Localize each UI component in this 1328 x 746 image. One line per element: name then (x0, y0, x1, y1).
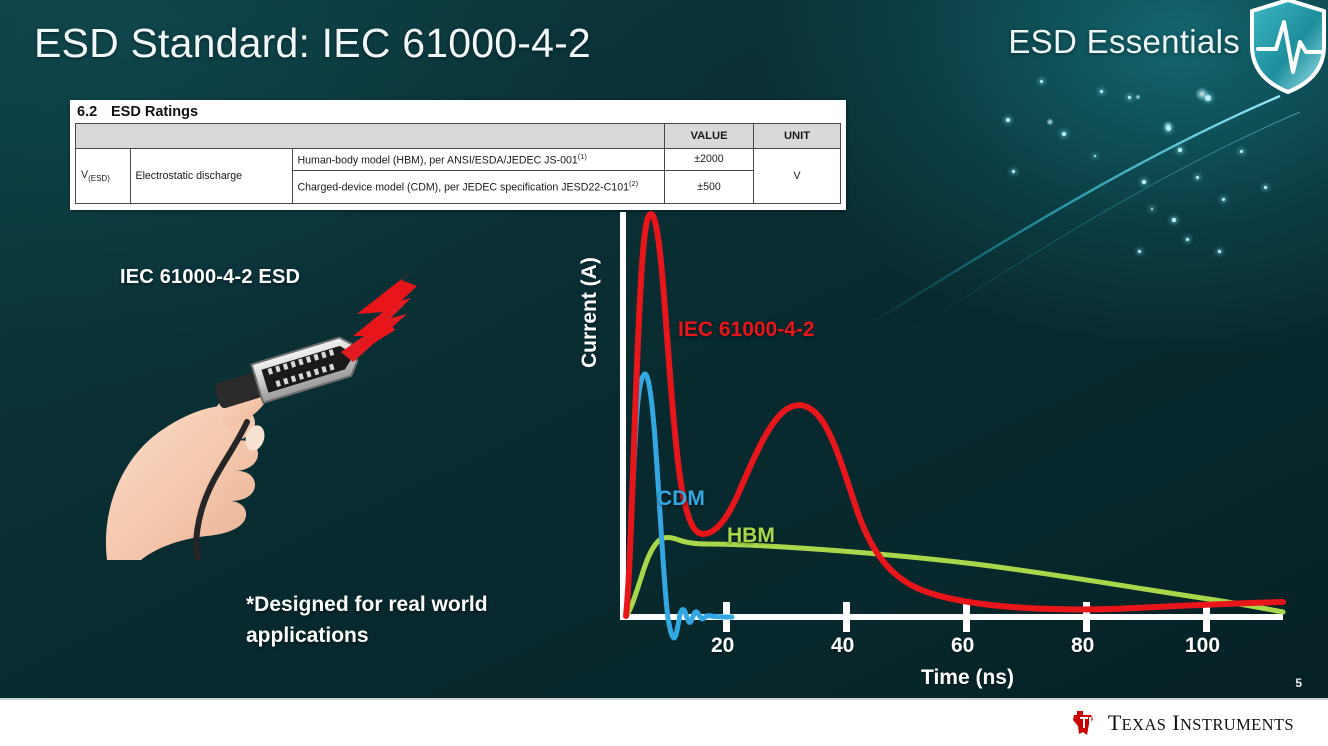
th-unit: UNIT (753, 123, 841, 149)
footnote-text: *Designed for real world applications (246, 593, 488, 647)
star-particle (1222, 198, 1226, 202)
hand-icon (105, 383, 269, 560)
star-particle (1040, 80, 1044, 84)
x-axis-label: Time (ns) (921, 666, 1014, 689)
x-tick-label: 40 (831, 634, 855, 657)
cell-condition-cdm: Charged-device model (CDM), per JEDEC sp… (291, 169, 665, 204)
shield-pulse-icon (1250, 0, 1326, 94)
series-iec (623, 211, 1286, 619)
y-axis-label: Current (A) (578, 257, 601, 368)
page-number: 5 (1295, 676, 1302, 690)
hand-connector-illustration (105, 270, 417, 560)
cell-condition-hbm: Human-body model (HBM), per ANSI/ESDA/JE… (291, 148, 665, 171)
th-blank-parameter (130, 123, 292, 149)
series-label-iec: IEC 61000-4-2 (678, 318, 815, 341)
x-tick-label: 20 (711, 634, 735, 657)
star-particle (1100, 90, 1103, 93)
illustration-label: IEC 61000-4-2 ESD (120, 266, 301, 288)
th-blank-symbol (75, 123, 130, 149)
star-particle (1094, 155, 1097, 158)
star-particle (1264, 186, 1267, 189)
x-axis (620, 614, 1283, 620)
series-label-cdm: CDM (657, 487, 705, 510)
table-header-row: VALUE UNIT (75, 123, 841, 149)
texas-instruments-logo: TEXAS INSTRUMENTS (1069, 708, 1294, 738)
ti-texas-logo-icon (1072, 711, 1093, 735)
section-number: 6.2 (77, 104, 98, 120)
star-particle (1006, 118, 1011, 123)
lightning-bolt-icon (348, 270, 417, 359)
esd-ratings-table: 6.2 ESD Ratings VALUE UNIT V(ESD) Electro… (70, 100, 846, 210)
table-caption: 6.2 ESD Ratings (71, 101, 845, 123)
series-cdm (623, 371, 735, 641)
x-tick-label: 60 (951, 634, 975, 657)
x-tick-label: 100 (1185, 634, 1221, 657)
table-row: V(ESD) Electrostatic discharge Human-bod… (75, 148, 841, 204)
cell-value-hbm: ±2000 (664, 148, 754, 171)
page-title: ESD Standard: IEC 61000-4-2 (34, 20, 591, 66)
th-blank-condition (292, 123, 665, 149)
th-value: VALUE (664, 123, 754, 149)
company-name: TEXAS INSTRUMENTS (1107, 710, 1294, 735)
star-particle (1128, 96, 1131, 99)
star-particle (1178, 148, 1182, 152)
star-particle (1240, 150, 1244, 154)
star-particle (1218, 250, 1221, 253)
cell-symbol: V(ESD) (75, 148, 131, 204)
cell-parameter: Electrostatic discharge (129, 148, 293, 204)
star-particle (1062, 132, 1066, 136)
star-particle (1172, 218, 1176, 222)
hdmi-connector-icon (214, 336, 359, 409)
slide-footer: TEXAS INSTRUMENTS (0, 698, 1328, 746)
star-particle (1151, 208, 1154, 211)
cell-value-cdm: ±500 (664, 169, 754, 204)
star-particle (1166, 126, 1172, 132)
table-row: Charged-device model (CDM), per JEDEC sp… (76, 169, 841, 204)
y-axis (620, 212, 626, 620)
star-particle (1186, 238, 1189, 241)
star-particle (1205, 95, 1212, 102)
series-label-hbm: HBM (727, 524, 775, 547)
esd-waveform-chart (620, 211, 1286, 641)
star-particle (1012, 170, 1015, 173)
cable-icon (193, 419, 250, 560)
section-title: ESD Ratings (111, 104, 199, 120)
series-hbm (623, 534, 1286, 619)
x-tick-label: 80 (1071, 634, 1095, 657)
cell-unit: V (753, 148, 841, 204)
brand-label: ESD Essentials (1008, 23, 1240, 60)
star-particle (1196, 176, 1200, 180)
star-particle (1138, 250, 1141, 253)
star-particle (1142, 180, 1146, 184)
